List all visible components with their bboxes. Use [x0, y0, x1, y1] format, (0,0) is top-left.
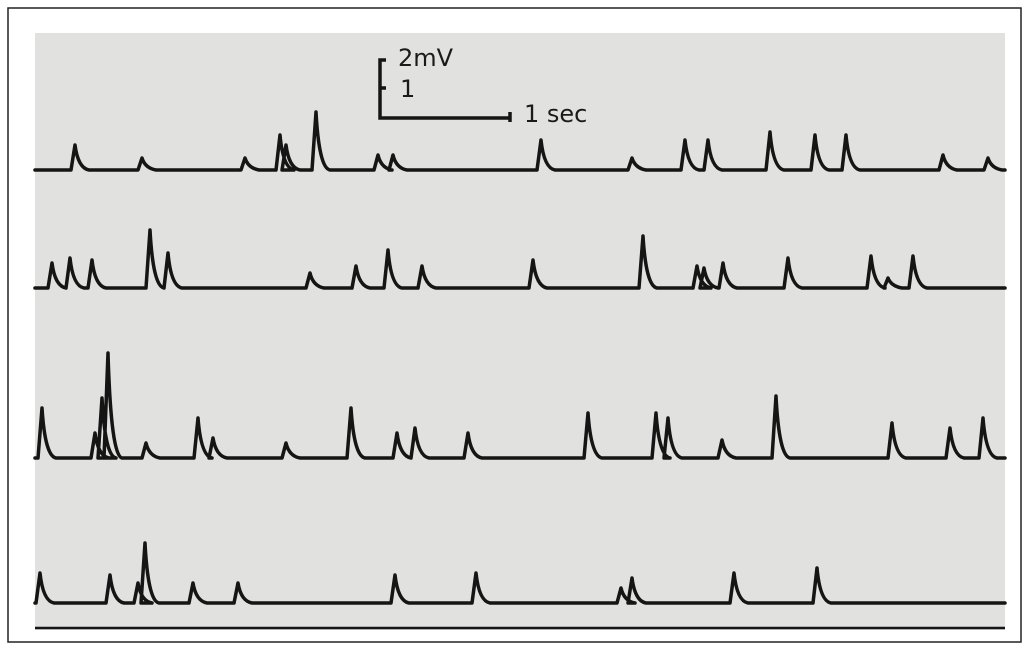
voltage-trace	[33, 351, 1007, 460]
voltage-minor-label: 1	[400, 75, 415, 103]
time-label: 1 sec	[524, 100, 587, 128]
voltage-trace	[33, 541, 1007, 605]
scale-bar	[378, 58, 512, 122]
recording-panel	[35, 33, 1005, 630]
voltage-trace	[33, 228, 1007, 290]
traces	[33, 110, 1007, 605]
voltage-label: 2mV	[398, 44, 454, 72]
voltage-trace	[33, 110, 1007, 172]
